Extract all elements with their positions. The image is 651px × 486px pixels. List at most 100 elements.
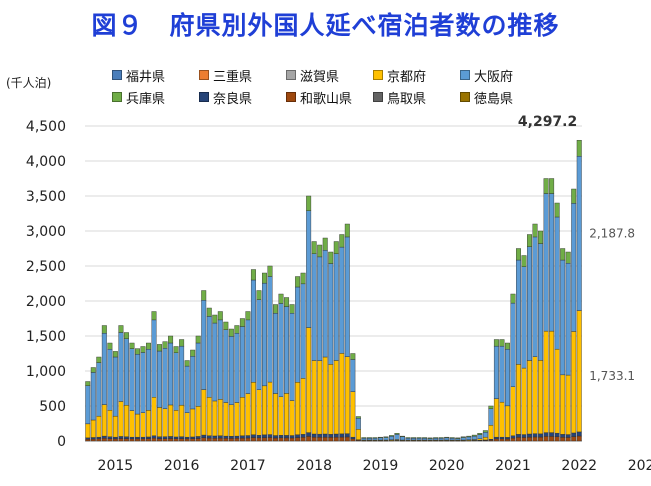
bar-segment	[96, 362, 102, 417]
bar-segment	[168, 335, 174, 344]
bar-segment	[311, 253, 317, 361]
bar-segment	[554, 436, 560, 442]
bar-segment	[322, 436, 328, 442]
legend-swatch	[199, 92, 209, 102]
bar-segment	[239, 435, 245, 439]
legend-item: 三重県	[199, 66, 286, 85]
bar-segment	[527, 433, 533, 438]
bar-segment	[433, 437, 439, 439]
bar-segment	[151, 435, 157, 439]
bar-segment	[565, 434, 571, 438]
bar-segment	[90, 367, 96, 373]
bar-segment	[195, 436, 201, 439]
bar-segment	[184, 360, 190, 367]
bar-segment	[328, 434, 334, 438]
bar-segment	[134, 348, 140, 355]
bar-segment	[179, 404, 185, 437]
bar-segment	[355, 418, 361, 430]
bar-segment	[134, 413, 140, 438]
bar-segment	[151, 397, 157, 436]
bar-segment	[179, 436, 185, 439]
bar-segment	[416, 438, 422, 441]
bar-segment	[422, 438, 428, 441]
bar-segment	[262, 272, 267, 284]
bar-segment	[228, 436, 234, 439]
bar-segment	[565, 437, 571, 442]
bar-segment	[206, 307, 212, 317]
bar-segment	[118, 401, 124, 437]
bar-segment	[516, 437, 521, 442]
bar-segment	[400, 436, 405, 441]
bar-segment	[571, 432, 577, 437]
bar-segment	[217, 319, 223, 400]
bar-segment	[366, 438, 372, 441]
bar-segment	[510, 435, 516, 439]
bar-segment	[245, 435, 251, 439]
bar-segment	[477, 433, 483, 435]
legend-item: 滋賀県	[286, 66, 373, 85]
bar-segment	[339, 353, 345, 435]
bar-segment	[129, 348, 135, 411]
bar-segment	[162, 341, 168, 349]
bar-segment	[317, 360, 323, 435]
bar-segment	[521, 434, 527, 438]
bar-segment	[306, 195, 312, 211]
bar-segment	[493, 436, 499, 440]
bar-segment	[278, 437, 284, 442]
y-axis-unit: (千人泊)	[6, 76, 52, 90]
bar-segment	[96, 415, 102, 438]
bar-segment	[317, 437, 323, 442]
bar-segment	[311, 433, 317, 438]
bar-segment	[538, 243, 544, 361]
bar-segment	[217, 399, 223, 436]
x-tick-label: 2023	[628, 458, 651, 474]
bar-segment	[239, 397, 245, 436]
bar-segment	[571, 436, 577, 442]
bar-segment	[85, 423, 91, 439]
bar-segment	[438, 438, 444, 441]
bar-segment	[201, 389, 207, 436]
bar-segment	[532, 436, 538, 442]
bar-segment	[278, 293, 284, 304]
bar-segment	[499, 438, 505, 442]
bar-segment	[267, 265, 273, 277]
bar-segment	[101, 438, 107, 442]
bar-segment	[107, 349, 113, 411]
bar-segment	[273, 435, 278, 439]
bar-segment	[118, 332, 124, 402]
y-tick-label: 2,000	[26, 294, 66, 310]
bar-segment	[543, 330, 549, 433]
bar-segment	[322, 356, 328, 435]
bar-segment	[234, 435, 240, 439]
bar-segment	[350, 391, 356, 438]
bar-segment	[195, 406, 201, 437]
bar-segment	[576, 431, 582, 437]
bar-segment	[344, 436, 350, 442]
bar-segment	[146, 349, 151, 411]
bar-segment	[245, 437, 251, 442]
bar-segment	[560, 259, 566, 376]
bar-segment	[516, 364, 521, 435]
bar-segment	[267, 381, 273, 435]
legend-item: 徳島県	[460, 88, 547, 107]
bar-segment	[411, 438, 417, 441]
bar-segment	[295, 276, 301, 288]
bar-segment	[510, 386, 516, 436]
bar-segment	[400, 435, 405, 438]
bar-segment	[112, 415, 118, 438]
bar-segment	[460, 436, 466, 438]
y-tick-label: 4,500	[26, 119, 66, 135]
bar-segment	[212, 435, 218, 439]
bar-segment	[543, 432, 549, 437]
bar-segment	[317, 256, 323, 361]
bar-segment	[146, 410, 151, 438]
bar-segment	[554, 202, 560, 218]
bar-segment	[565, 251, 571, 264]
legend-label: 奈良県	[213, 91, 253, 107]
bar-segment	[146, 436, 151, 439]
bar-segment	[239, 318, 245, 327]
bar-segment	[383, 437, 389, 441]
bar-segment	[129, 438, 135, 442]
bar-segment	[123, 332, 129, 340]
